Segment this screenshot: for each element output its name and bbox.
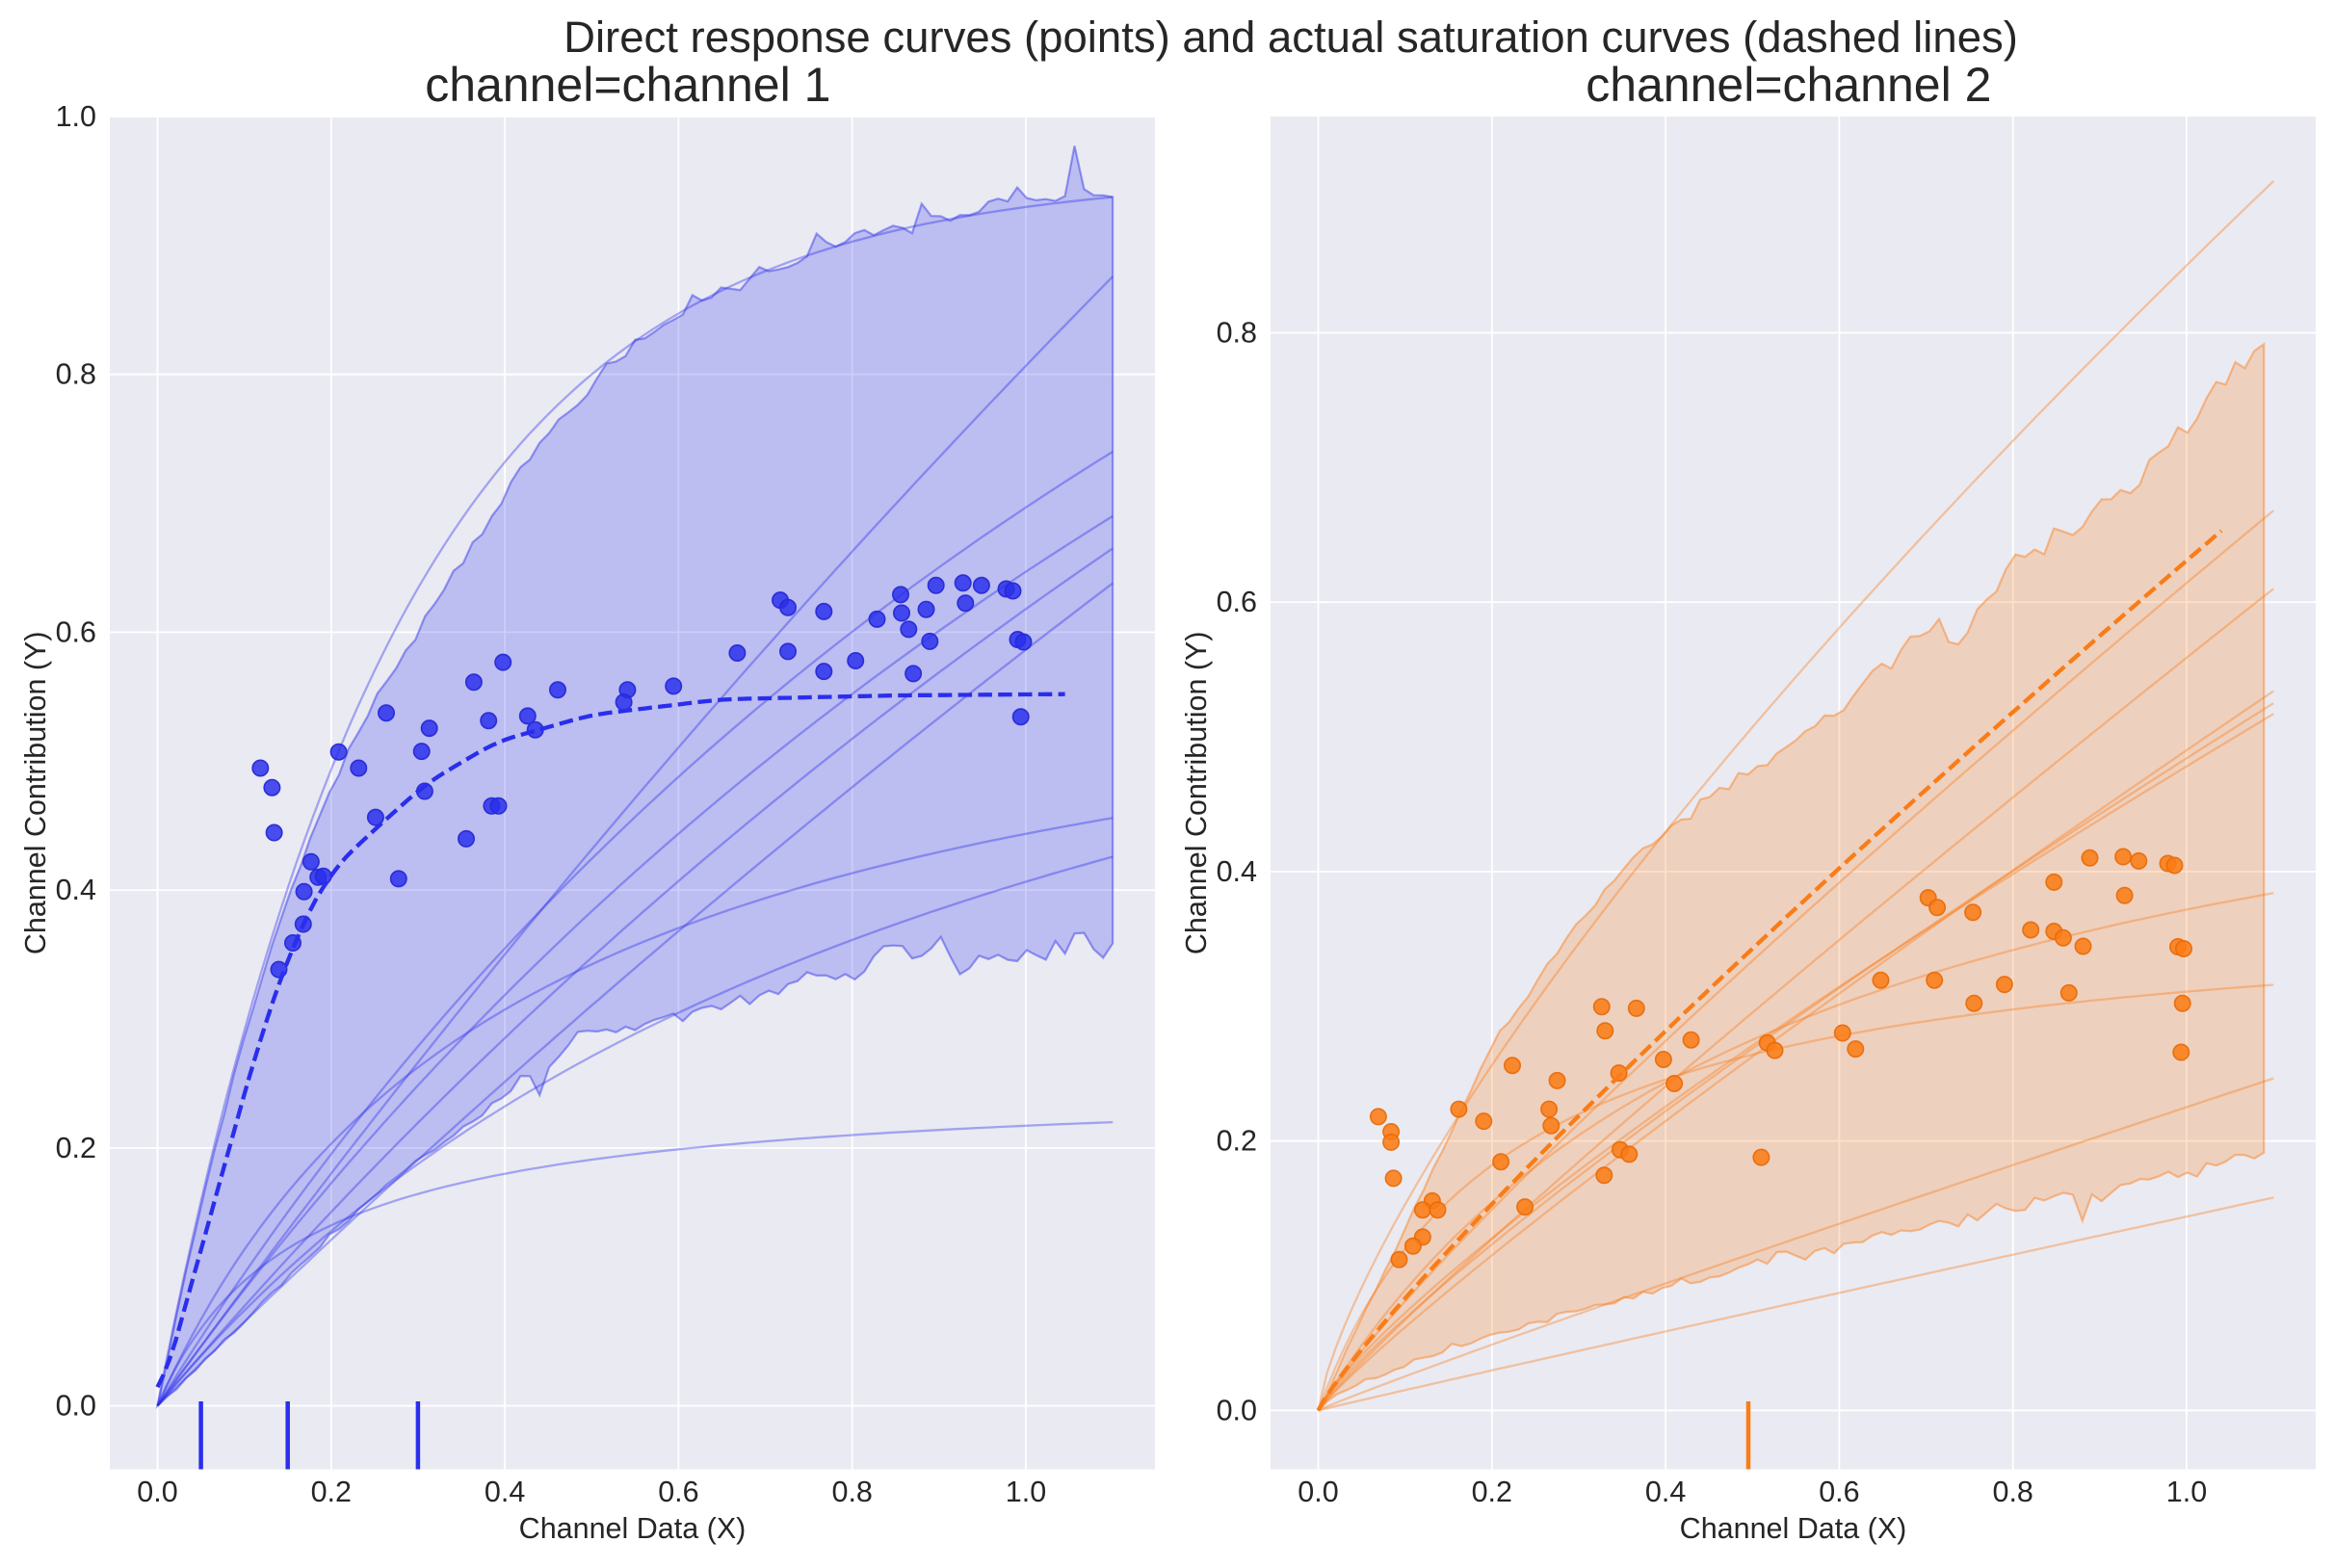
svg-text:1.0: 1.0	[56, 100, 96, 133]
svg-text:Channel Contribution (Y): Channel Contribution (Y)	[19, 631, 52, 954]
svg-text:0.6: 0.6	[56, 615, 96, 648]
svg-text:0.6: 0.6	[658, 1476, 698, 1508]
svg-text:0.8: 0.8	[831, 1476, 872, 1508]
svg-text:0.6: 0.6	[1819, 1476, 1859, 1508]
svg-text:Channel Data (X): Channel Data (X)	[1680, 1512, 1907, 1545]
svg-text:0.4: 0.4	[1217, 855, 1257, 888]
svg-text:0.2: 0.2	[56, 1132, 96, 1164]
svg-text:channel=channel 2: channel=channel 2	[1586, 58, 1991, 112]
svg-text:0.8: 0.8	[1992, 1476, 2032, 1508]
svg-text:0.0: 0.0	[137, 1476, 177, 1508]
svg-text:0.8: 0.8	[1217, 317, 1257, 350]
svg-text:0.4: 0.4	[56, 874, 96, 906]
svg-text:0.2: 0.2	[1217, 1125, 1257, 1158]
svg-text:0.0: 0.0	[56, 1390, 96, 1423]
svg-text:Channel Data (X): Channel Data (X)	[519, 1512, 747, 1545]
svg-text:0.6: 0.6	[1217, 586, 1257, 618]
svg-text:channel=channel 1: channel=channel 1	[425, 58, 830, 112]
svg-text:1.0: 1.0	[2166, 1476, 2207, 1508]
svg-text:Channel Contribution (Y): Channel Contribution (Y)	[1180, 631, 1213, 954]
svg-text:0.2: 0.2	[311, 1476, 352, 1508]
svg-text:0.4: 0.4	[485, 1476, 525, 1508]
svg-text:Direct response curves (points: Direct response curves (points) and actu…	[564, 13, 2018, 62]
svg-text:0.0: 0.0	[1298, 1476, 1338, 1508]
svg-text:1.0: 1.0	[1006, 1476, 1046, 1508]
svg-text:0.2: 0.2	[1472, 1476, 1512, 1508]
svg-text:0.4: 0.4	[1645, 1476, 1686, 1508]
svg-text:0.0: 0.0	[1217, 1394, 1257, 1426]
svg-text:0.8: 0.8	[56, 358, 96, 391]
